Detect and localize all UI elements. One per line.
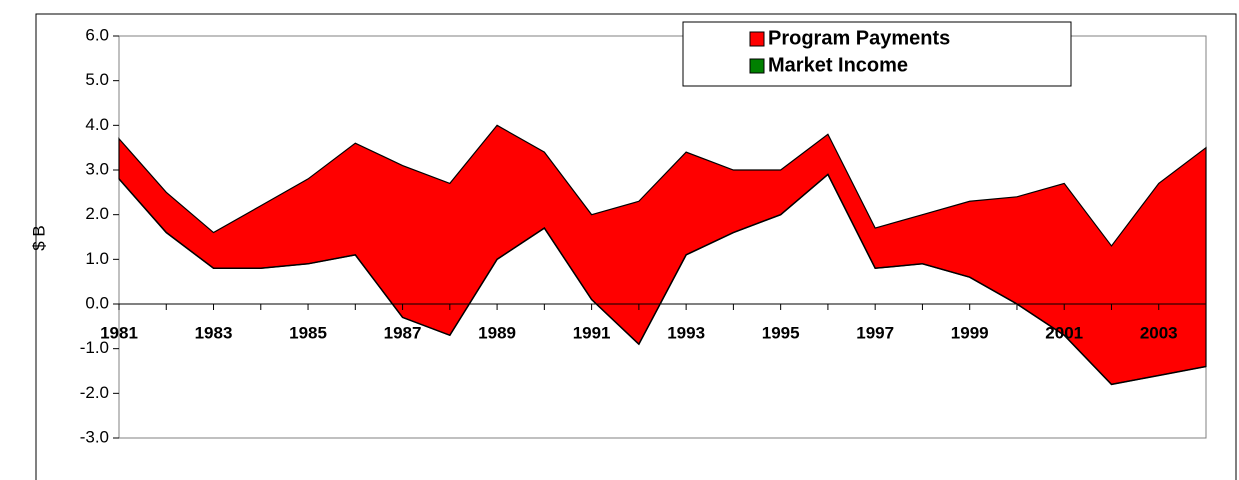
legend-label: Market Income (768, 54, 908, 76)
x-tick-label: 1999 (951, 323, 989, 342)
y-axis-label: $ B (29, 225, 48, 251)
y-tick-label: 3.0 (85, 159, 109, 178)
x-tick-label: 1987 (384, 323, 422, 342)
y-tick-label: 5.0 (85, 70, 109, 89)
x-tick-label: 1989 (478, 323, 516, 342)
y-tick-label: 0.0 (85, 293, 109, 312)
legend-swatch (749, 31, 765, 47)
legend-label: Program Payments (768, 27, 950, 49)
x-tick-label: 2003 (1140, 323, 1178, 342)
x-tick-label: 1983 (195, 323, 233, 342)
x-tick-label: 1995 (762, 323, 800, 342)
legend (682, 21, 1072, 87)
legend-swatch (749, 58, 765, 74)
x-tick-label: 1991 (573, 323, 611, 342)
x-tick-label: 1993 (667, 323, 705, 342)
x-tick-label: 2001 (1045, 323, 1083, 342)
x-tick-label: 1981 (100, 323, 138, 342)
line (118, 173, 1207, 386)
x-tick-label: 1997 (856, 323, 894, 342)
y-tick-label: -1.0 (80, 338, 109, 357)
y-tick-label: 1.0 (85, 249, 109, 268)
y-tick-label: 6.0 (85, 25, 109, 44)
y-tick-label: 4.0 (85, 115, 109, 134)
x-tick-label: 1985 (289, 323, 327, 342)
y-tick-label: -3.0 (80, 427, 109, 446)
y-tick-label: 2.0 (85, 204, 109, 223)
y-tick-label: -2.0 (80, 383, 109, 402)
